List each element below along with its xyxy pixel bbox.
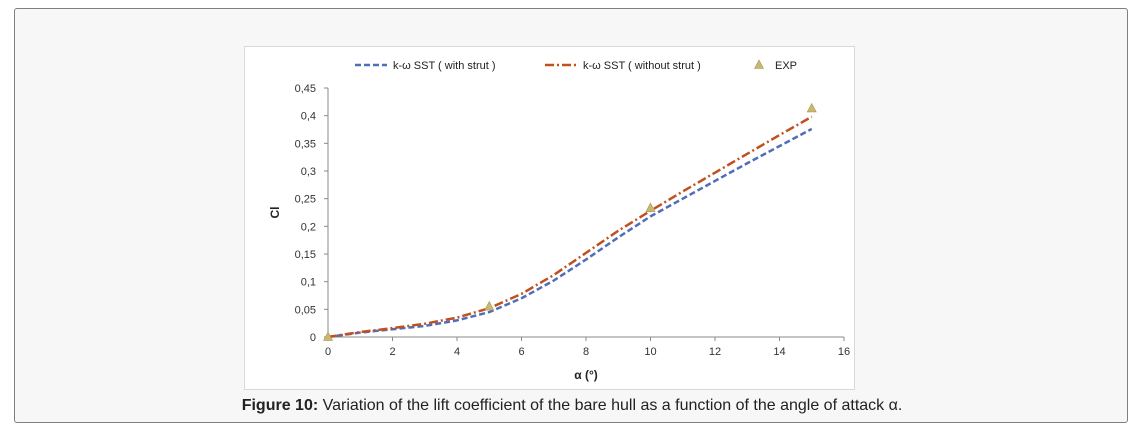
- chart-area: 0 0,05 0,1 0,15 0,2 0,25 0,3 0,35 0,4 0,45 0 2 4 6 8 10…: [244, 46, 855, 390]
- caption-text: Variation of the lift coefficient of the…: [318, 397, 903, 414]
- exp-data-point: [484, 300, 495, 311]
- x-axis-label: α (°): [574, 368, 598, 382]
- x-tick-label: 14: [773, 346, 785, 358]
- series-line-2: [327, 115, 813, 339]
- series-line-1: [327, 127, 813, 339]
- exp-data-point: [645, 202, 656, 212]
- y-tick-label: 0,35: [295, 138, 316, 150]
- legend-label-1: k-ω SST ( with strut ): [393, 60, 496, 72]
- y-tick-label: 0,45: [295, 83, 316, 95]
- y-tick-label: 0,25: [295, 194, 316, 206]
- legend-label-exp: EXP: [775, 60, 797, 72]
- y-axis-label: Cl: [268, 207, 282, 219]
- y-tick-label: 0,1: [301, 277, 316, 289]
- x-tick-label: 4: [454, 346, 460, 358]
- lift-coefficient-chart: 0 0,05 0,1 0,15 0,2 0,25 0,3 0,35 0,4 0,45 0 2 4 6 8 10…: [268, 59, 850, 382]
- caption-label: Figure 10:: [241, 397, 319, 414]
- x-tick-label: 8: [583, 346, 589, 358]
- y-tick-label: 0,15: [295, 249, 316, 261]
- x-tick-label: 10: [644, 346, 656, 358]
- figure-caption: Figure 10: Variation of the lift coeffic…: [15, 397, 1129, 415]
- y-tick-label: 0,3: [301, 166, 316, 178]
- y-tick-label: 0: [310, 332, 316, 344]
- y-tick-label: 0,4: [301, 111, 316, 123]
- legend-label-2: k-ω SST ( without strut ): [583, 60, 701, 72]
- x-tick-label: 12: [709, 346, 721, 358]
- y-tick-label: 0,2: [301, 221, 316, 233]
- x-tick-label: 6: [518, 346, 524, 358]
- exp-data-point: [323, 331, 333, 341]
- x-tick-label: 16: [838, 346, 850, 358]
- legend-exp-marker: [754, 59, 764, 69]
- x-tick-label: 0: [325, 346, 331, 358]
- exp-data-point: [806, 102, 817, 113]
- x-tick-label: 2: [389, 346, 395, 358]
- figure-frame: 0 0,05 0,1 0,15 0,2 0,25 0,3 0,35 0,4 0,45 0 2 4 6 8 10…: [14, 8, 1128, 423]
- y-tick-label: 0,05: [295, 304, 316, 316]
